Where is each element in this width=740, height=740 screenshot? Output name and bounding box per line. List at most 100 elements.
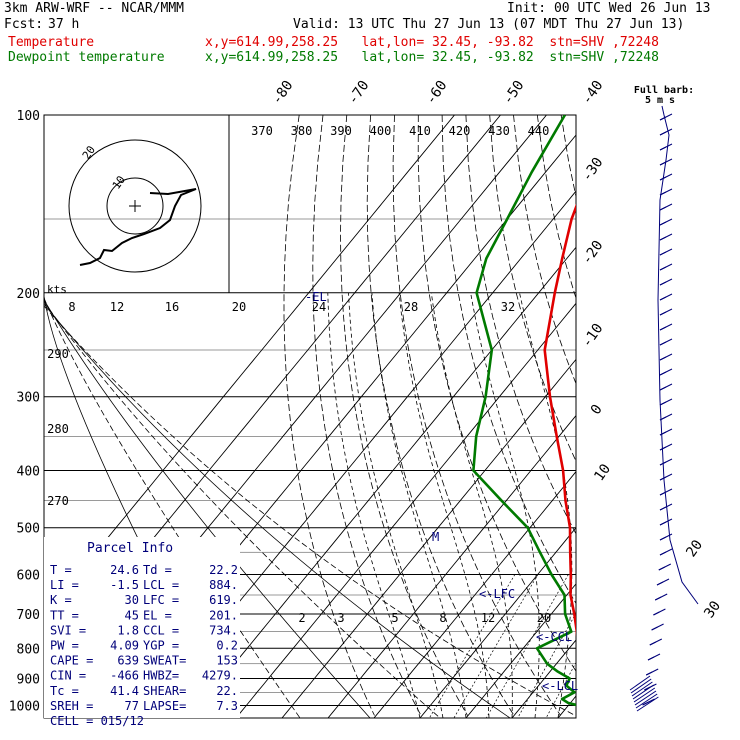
- dry-adiabat-line: [312, 115, 422, 716]
- hodo-scale-label: 24: [312, 300, 326, 314]
- dry-adiabat-line: [392, 115, 561, 716]
- theta-label: 420: [449, 124, 471, 138]
- parcel-label: HWBZ=: [143, 669, 179, 683]
- mixing-ratio-line: [453, 574, 539, 718]
- mixing-ratio-line: [429, 574, 516, 718]
- pressure-label: 500: [17, 522, 40, 537]
- wind-barb: [659, 311, 667, 316]
- isotherm-line: [604, 115, 740, 718]
- pressure-label: 600: [17, 568, 40, 583]
- wind-barb: [659, 281, 667, 286]
- wind-barb: [632, 684, 654, 700]
- parcel-value: 7.3: [216, 699, 238, 713]
- pressure-label: 800: [17, 642, 40, 657]
- isotherm-line: [189, 246, 576, 718]
- dry-adiabat-line: [560, 115, 576, 199]
- plot-frame: [43, 114, 577, 719]
- isotherm-label: -10: [579, 321, 607, 351]
- dry-adiabat-line: [441, 115, 576, 605]
- parcel-value: 4279.: [202, 669, 238, 683]
- isotherm-label: -50: [500, 78, 528, 108]
- dewpoint-trace: [472, 115, 576, 707]
- wind-barb: [630, 678, 652, 694]
- moist-adiabat-line: [650, 293, 740, 718]
- wind-barb: [653, 611, 660, 616]
- wind-barb: [656, 581, 664, 586]
- hodo-ring-outer: [68, 139, 202, 273]
- wind-barb: [659, 296, 667, 301]
- dry-adiabat-line: [704, 115, 740, 716]
- wind-barb: [659, 536, 667, 541]
- pressure-label: 200: [17, 287, 40, 302]
- wind-barb: [635, 693, 658, 709]
- dry-adiabat-line: [728, 115, 740, 716]
- wind-barb: [659, 131, 667, 136]
- el-marker: -EL: [305, 290, 327, 304]
- moist-adiabat-line: [627, 293, 726, 718]
- mixing-ratio-label: 20: [537, 611, 551, 625]
- hodo-scale-label: 28: [404, 300, 418, 314]
- dry-adiabat-line: [633, 115, 740, 716]
- temperature-trace: [543, 203, 576, 637]
- wind-barb: [659, 446, 667, 451]
- wind-barb: [659, 251, 667, 256]
- pressure-label: 1000: [9, 699, 40, 714]
- isotherm-label: -80: [269, 78, 297, 108]
- hodo-scale-arc: [44, 305, 576, 717]
- parcel-label: Td =: [143, 563, 172, 577]
- moist-adiabat-line: [327, 292, 421, 718]
- theta-side-label: 280: [47, 422, 69, 436]
- parcel-label: SVI =: [50, 623, 86, 637]
- parcel-title: Parcel Info: [87, 541, 173, 556]
- wind-barb: [633, 687, 656, 703]
- isotherm-line: [511, 639, 576, 718]
- wind-barb: [659, 221, 667, 226]
- wind-barb: [659, 431, 667, 436]
- isotherm-label: -60: [423, 78, 451, 108]
- wind-barb: [659, 146, 667, 151]
- parcel-label: SREH =: [50, 699, 93, 713]
- hodograph: 10 20: [68, 139, 202, 273]
- dewpoint-location: x,y=614.99,258.25 lat,lon= 32.45, -93.82…: [205, 50, 659, 65]
- lfc-marker: <-LFC: [479, 587, 515, 601]
- parcel-value: 22.2: [209, 563, 238, 577]
- theta-label: 410: [409, 124, 431, 138]
- barb-axis: [657, 105, 699, 605]
- isotherm-line: [650, 115, 740, 718]
- dry-adiabat-line: [283, 115, 375, 716]
- hodo-trace: [79, 188, 197, 266]
- hodo-scale-label: 32: [501, 300, 515, 314]
- parcel-value: 22.: [216, 684, 238, 698]
- dry-adiabat-line: [465, 115, 576, 535]
- hodo-scale-arc: [44, 301, 441, 718]
- isotherm-label: -40: [579, 78, 607, 108]
- parcel-label: LAPSE=: [143, 699, 186, 713]
- temperature-legend: Temperature: [8, 35, 95, 50]
- parcel-label: Tc =: [50, 684, 79, 698]
- wind-barb: [659, 116, 667, 121]
- parcel-label: YGP =: [143, 639, 179, 653]
- wind-barb: [659, 386, 667, 391]
- moist-adiabat-line: [398, 292, 490, 718]
- parcel-label: T =: [50, 563, 72, 577]
- full-barb-label: Full barb:: [634, 85, 694, 96]
- parcel-value: 619.: [209, 593, 238, 607]
- parcel-value: 77: [125, 699, 139, 713]
- dry-adiabat-line: [366, 115, 515, 716]
- moist-adiabat-line: [371, 292, 467, 718]
- wind-barb: [658, 566, 666, 571]
- isotherm-label: 0: [588, 402, 606, 418]
- moist-adiabat-line: [581, 293, 612, 718]
- moist-adiabat-line: [348, 292, 444, 718]
- parcel-value: 153: [216, 654, 238, 668]
- wind-barb: [659, 371, 667, 376]
- mixing-ratio-label: 8: [439, 611, 446, 625]
- wind-barb: [649, 641, 657, 646]
- hodo-scale-label: 12: [110, 300, 124, 314]
- parcel-label: EL =: [143, 608, 172, 622]
- isotherm-label: -70: [345, 78, 373, 108]
- mixing-ratio-label: 2: [298, 611, 305, 625]
- parcel-value: 201.: [209, 608, 238, 622]
- hodo-scale-arc: [44, 303, 511, 718]
